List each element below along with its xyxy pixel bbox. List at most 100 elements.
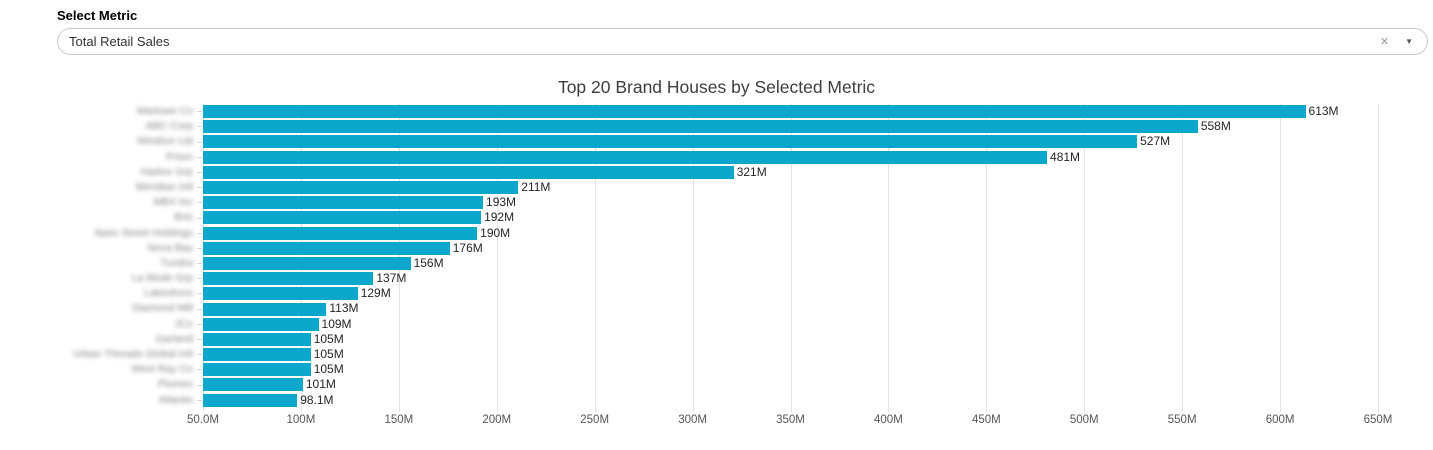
y-axis-label-redacted: Windsor Ltd [136,135,193,148]
bar[interactable] [203,287,358,301]
chart-title: Top 20 Brand Houses by Selected Metric [557,77,876,97]
bar[interactable] [203,120,1198,134]
y-tick [197,278,202,280]
y-axis-label-redacted: ABC Corp [145,120,193,133]
y-tick [197,202,202,204]
bar-value-label: 613M [1308,104,1339,118]
y-axis-label-redacted: Nova Bay [147,241,193,254]
bar-row: 190M [197,225,1378,241]
y-tick [197,111,202,113]
bar-value-label: 109M [321,316,352,331]
bar-value-label: 137M [376,271,407,286]
gridline [496,104,498,412]
bar-value-label: 156M [413,255,444,270]
metric-dropdown[interactable]: Total Retail Sales ✕ ▼ [57,28,1428,55]
y-tick [197,232,202,234]
y-tick [197,308,202,310]
bar-value-label: 101M [305,377,336,392]
y-tick [197,384,202,386]
bar[interactable] [203,272,374,286]
bar-value-label: 129M [360,286,391,301]
y-tick [197,323,202,325]
bar-row: 113M [197,301,1378,316]
y-axis-label-redacted: Harbor Grp [140,165,193,178]
gridline [1084,104,1086,412]
x-tick-label: 100M [286,414,316,426]
bar-row: 613M [197,104,1378,119]
bar[interactable] [203,302,327,316]
plot-area: 613M 558M 527M 481M 321M 211M 193M 192M 190M 176M… [187,104,1392,426]
bar-row: 109M [197,316,1378,332]
bar[interactable] [203,226,478,240]
bar[interactable] [203,332,311,346]
bar[interactable] [203,378,303,392]
bar-row: 105M [197,362,1378,377]
bar-row: 101M [197,377,1378,392]
bar[interactable] [203,135,1138,149]
bar-row: 527M [197,134,1378,149]
y-axis-label-redacted: Diamond Mill [132,302,193,315]
x-tick-label: 150M [384,414,414,426]
bar-value-label: 105M [313,362,344,377]
y-axis-label-redacted: Garland [155,332,193,345]
bar[interactable] [203,150,1048,164]
bar[interactable] [203,211,482,225]
x-tick-label: 300M [678,414,707,426]
y-axis-label-redacted: MBX Inc [153,196,193,209]
bar[interactable] [203,363,311,377]
bar-row: 558M [197,119,1378,134]
bar-value-label: 176M [452,240,483,255]
y-axis-label-redacted: JCo [174,317,193,330]
bars: 613M 558M 527M 481M 321M 211M 193M 192M 190M 176M… [197,104,1378,408]
gridline [1280,104,1282,412]
y-axis-label-redacted: Meridian Intl [135,180,193,193]
y-tick [197,369,202,371]
gridline [790,104,792,412]
bar-value-label: 321M [736,164,767,179]
bar-value-label: 527M [1140,134,1171,149]
bar-row: 176M [197,240,1378,256]
bar[interactable] [203,348,311,362]
x-tick-label: 400M [874,414,903,426]
y-axis-label-redacted: Brio [174,211,193,224]
bar[interactable] [203,393,298,407]
bar-value-label: 105M [313,347,344,361]
y-tick [197,171,202,173]
x-tick-label: 200M [482,414,512,426]
x-tick-label: 650M [1363,414,1393,426]
y-tick [197,399,202,401]
bar-row: 105M [197,332,1378,347]
clear-icon[interactable]: ✕ [1379,36,1390,48]
bar-value-label: 211M [521,179,551,194]
x-tick-label: 350M [776,414,805,426]
bar-value-label: 190M [480,225,511,240]
y-tick [197,126,202,128]
bar-value-label: 98.1M [300,392,334,407]
bar-row: 129M [197,286,1378,301]
bar[interactable] [203,196,484,210]
bar-value-label: 113M [329,301,359,316]
y-axis-label-redacted: Plumes [157,378,193,391]
y-axis-label-redacted: Marlowe Co [136,105,193,117]
gridline [888,104,890,412]
bar-row: 321M [197,164,1378,180]
y-tick [197,156,202,158]
y-axis-label-redacted: Tundra [160,256,193,269]
gridline [594,104,596,412]
bar[interactable] [203,241,450,255]
bar-row: 211M [197,179,1378,195]
y-tick [197,293,202,295]
bar[interactable] [203,317,319,331]
x-tick-label: 550M [1167,414,1197,426]
bar-row: 156M [197,255,1378,271]
bar[interactable] [203,181,519,195]
bar[interactable] [203,105,1306,119]
bar[interactable] [203,165,734,179]
x-tick-label: 250M [580,414,610,426]
bar[interactable] [203,256,411,270]
x-tick-label: 50.0M [187,414,219,426]
bar-row: 192M [197,210,1378,225]
y-axis-label-redacted: Apex Street Holdings [94,226,193,239]
bar-value-label: 558M [1200,119,1231,134]
chevron-down-icon[interactable]: ▼ [1405,37,1413,46]
